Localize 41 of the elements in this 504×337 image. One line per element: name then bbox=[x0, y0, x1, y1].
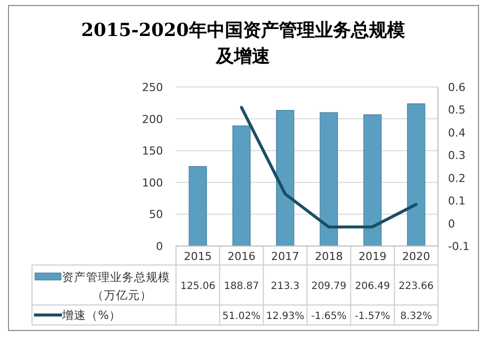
y2-tick-label: 0 bbox=[448, 217, 455, 230]
x-tick-label: 2017 bbox=[271, 250, 300, 263]
bar bbox=[320, 112, 338, 246]
y-tick-label: 100 bbox=[142, 176, 163, 190]
y2-tick-label: -0.1 bbox=[448, 240, 470, 253]
legend-label: 资产管理业务总规模（万亿元） bbox=[62, 270, 170, 302]
data-label: 206.49 bbox=[355, 281, 390, 292]
y2-tick-label: 0.2 bbox=[448, 172, 466, 185]
data-label: 209.79 bbox=[311, 281, 346, 292]
bar bbox=[276, 110, 294, 246]
data-label: 8.32% bbox=[400, 311, 432, 322]
data-label: -1.65% bbox=[311, 311, 347, 322]
bar bbox=[407, 103, 426, 246]
y-tick-label: 50 bbox=[149, 208, 163, 222]
x-tick-label: 2018 bbox=[314, 250, 343, 263]
y2-tick-label: 0.6 bbox=[448, 81, 466, 94]
x-tick-label: 2019 bbox=[358, 250, 386, 263]
x-tick-label: 2020 bbox=[402, 250, 430, 263]
chart-title: 2015-2020年中国资产管理业务总规模及增速 bbox=[81, 20, 405, 67]
line-series bbox=[240, 106, 418, 229]
y2-tick-label: 0.5 bbox=[448, 104, 466, 117]
bar bbox=[188, 166, 207, 246]
y-tick-label: 150 bbox=[142, 144, 163, 158]
data-label: 213.3 bbox=[270, 281, 300, 292]
legend-label: 增速（%） bbox=[61, 308, 121, 322]
x-tick-label: 2015 bbox=[184, 250, 212, 263]
x-tick-label: 2016 bbox=[228, 250, 256, 263]
bar bbox=[232, 126, 251, 246]
data-label: 125.06 bbox=[180, 281, 216, 292]
y2-tick-label: 0.4 bbox=[448, 126, 466, 140]
y-tick-label: 250 bbox=[142, 81, 163, 94]
data-label: 51.02% bbox=[222, 311, 261, 322]
y2-tick-label: 0.3 bbox=[448, 149, 466, 162]
data-label: -1.57% bbox=[354, 311, 390, 322]
y-tick-label: 0 bbox=[156, 240, 163, 253]
data-label: 12.93% bbox=[266, 311, 304, 322]
data-label: 188.87 bbox=[224, 281, 259, 292]
data-label: 223.66 bbox=[398, 281, 434, 292]
bar bbox=[363, 114, 382, 246]
y2-tick-label: 0.1 bbox=[448, 194, 466, 208]
y-tick-label: 200 bbox=[142, 112, 163, 126]
